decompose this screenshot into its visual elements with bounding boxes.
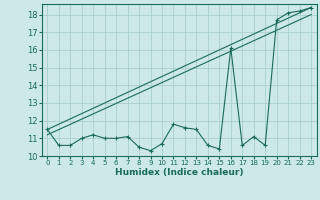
X-axis label: Humidex (Indice chaleur): Humidex (Indice chaleur) <box>115 168 244 177</box>
